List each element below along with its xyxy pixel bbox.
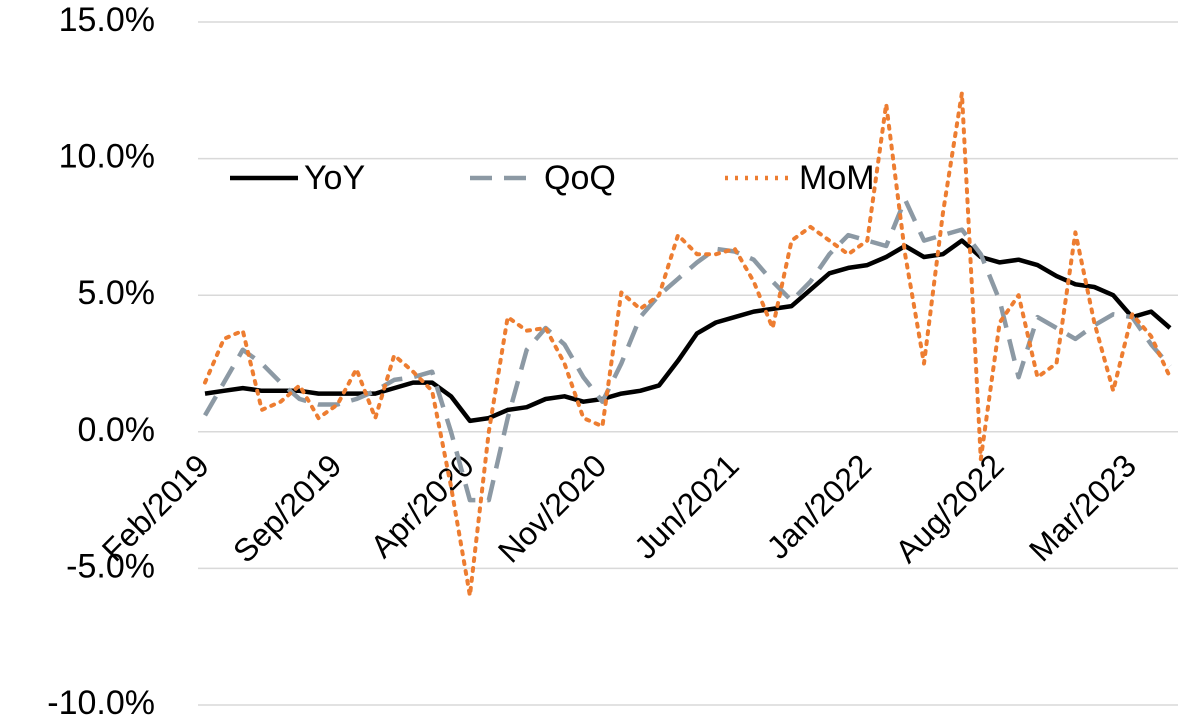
x-tick-label: Apr/2020 — [364, 447, 481, 564]
series-line — [204, 238, 1172, 424]
x-tick-label: Nov/2020 — [491, 447, 613, 569]
y-tick-label: -10.0% — [47, 684, 155, 722]
y-tick-label: -5.0% — [66, 547, 155, 585]
x-tick-label: Jun/2021 — [627, 447, 746, 566]
legend-item: QoQ — [470, 159, 616, 197]
series-line — [203, 91, 1172, 598]
legend-item: MoM — [725, 159, 875, 197]
legend-label: YoY — [304, 159, 365, 197]
legend-item: YoY — [230, 159, 365, 197]
y-tick-label: 10.0% — [59, 138, 155, 176]
y-tick-label: 15.0% — [59, 1, 155, 39]
legend-label: MoM — [799, 159, 875, 197]
legend-label: QoQ — [544, 159, 616, 197]
y-tick-label: 0.0% — [78, 411, 156, 449]
x-tick-label: Sep/2019 — [226, 447, 348, 569]
x-tick-label: Jan/2022 — [760, 447, 879, 566]
x-tick-label: Aug/2022 — [888, 447, 1010, 569]
y-tick-label: 5.0% — [78, 274, 156, 312]
x-tick-label: Feb/2019 — [95, 447, 216, 568]
x-tick-label: Mar/2023 — [1022, 447, 1143, 568]
